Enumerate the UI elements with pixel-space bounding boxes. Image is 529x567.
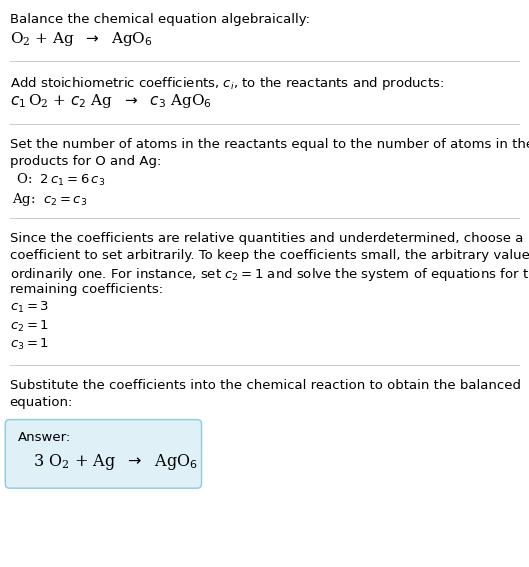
Text: Substitute the coefficients into the chemical reaction to obtain the balanced: Substitute the coefficients into the che… [10,379,521,392]
Text: Since the coefficients are relative quantities and underdetermined, choose a: Since the coefficients are relative quan… [10,232,523,245]
Text: 3 $\mathregular{O_2}$ + Ag  $\rightarrow$  AgO$_6$: 3 $\mathregular{O_2}$ + Ag $\rightarrow$… [33,452,198,472]
Text: equation:: equation: [10,396,73,409]
Text: $c_1\,\mathregular{O_2}$ + $c_2$ Ag  $\rightarrow$  $c_3$ AgO$_6$: $c_1\,\mathregular{O_2}$ + $c_2$ Ag $\ri… [10,92,211,111]
Text: Add stoichiometric coefficients, $c_i$, to the reactants and products:: Add stoichiometric coefficients, $c_i$, … [10,75,444,92]
Text: $\mathregular{O_2}$ + Ag  $\rightarrow$  AgO$_6$: $\mathregular{O_2}$ + Ag $\rightarrow$ A… [10,30,152,48]
Text: $c_1 = 3$: $c_1 = 3$ [10,300,49,315]
Text: Set the number of atoms in the reactants equal to the number of atoms in the: Set the number of atoms in the reactants… [10,138,529,151]
Text: $c_3 = 1$: $c_3 = 1$ [10,337,49,353]
Text: Balance the chemical equation algebraically:: Balance the chemical equation algebraica… [10,13,309,26]
Text: Ag:  $c_2 = c_3$: Ag: $c_2 = c_3$ [12,191,87,208]
Text: $c_2 = 1$: $c_2 = 1$ [10,319,49,334]
Text: remaining coefficients:: remaining coefficients: [10,283,162,296]
Text: products for O and Ag:: products for O and Ag: [10,155,161,168]
Text: O:  $2\,c_1 = 6\,c_3$: O: $2\,c_1 = 6\,c_3$ [12,172,105,188]
Text: coefficient to set arbitrarily. To keep the coefficients small, the arbitrary va: coefficient to set arbitrarily. To keep … [10,249,529,262]
Text: Answer:: Answer: [17,431,71,444]
FancyBboxPatch shape [5,420,202,488]
Text: ordinarily one. For instance, set $c_2 = 1$ and solve the system of equations fo: ordinarily one. For instance, set $c_2 =… [10,266,529,283]
